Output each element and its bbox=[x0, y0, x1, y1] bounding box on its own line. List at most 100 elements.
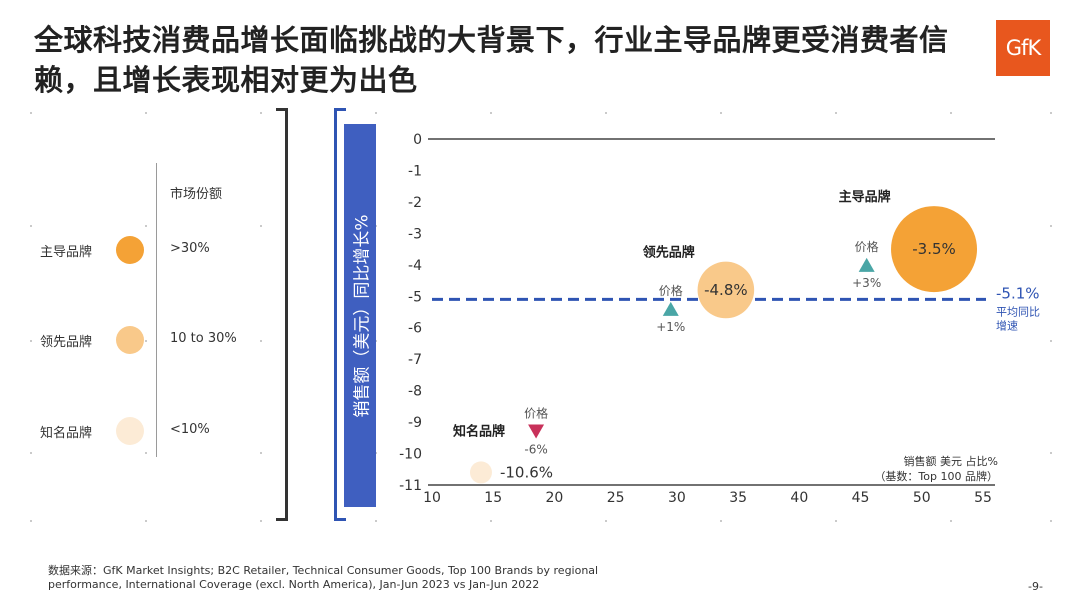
x-tick-label: 55 bbox=[974, 490, 992, 506]
legend-swatch bbox=[116, 326, 144, 354]
grid-dot bbox=[30, 452, 32, 454]
grid-dot bbox=[145, 452, 147, 454]
grid-dot bbox=[835, 112, 837, 114]
x-tick-label: 10 bbox=[423, 490, 441, 506]
x-tick-label: 35 bbox=[729, 490, 747, 506]
slide-title: 全球科技消费品增长面临挑战的大背景下，行业主导品牌更受消费者信赖，且增长表现相对… bbox=[34, 23, 949, 97]
group-name-label: 主导品牌 bbox=[839, 189, 891, 205]
grid-dot bbox=[30, 340, 32, 342]
grid-dot bbox=[145, 340, 147, 342]
gfk-logo: GfK bbox=[996, 20, 1050, 76]
grid-dot bbox=[260, 112, 262, 114]
grid-dot bbox=[375, 452, 377, 454]
legend-row-leading: 领先品牌 10 to 30% bbox=[0, 325, 260, 355]
grid-dot bbox=[490, 520, 492, 522]
group-name-label: 知名品牌 bbox=[453, 423, 505, 439]
legend-share: >30% bbox=[170, 241, 210, 256]
grid-dot bbox=[375, 225, 377, 227]
grid-dot bbox=[145, 225, 147, 227]
x-tick-label: 50 bbox=[913, 490, 931, 506]
y-tick-label: -7 bbox=[408, 352, 422, 368]
grid-dot bbox=[260, 340, 262, 342]
bubble-0 bbox=[891, 206, 978, 293]
y-tick-label: -4 bbox=[408, 258, 422, 274]
legend-swatch bbox=[116, 236, 144, 264]
x-tick-label: 45 bbox=[852, 490, 870, 506]
grid-dot bbox=[1050, 340, 1052, 342]
grid-dot bbox=[145, 520, 147, 522]
grid-dot bbox=[605, 112, 607, 114]
grid-dot bbox=[145, 112, 147, 114]
grid-dot bbox=[30, 225, 32, 227]
price-triangle-up bbox=[662, 301, 679, 316]
legend-name: 知名品牌 bbox=[40, 426, 93, 441]
legend-row-dominant: 主导品牌 >30% bbox=[0, 235, 260, 265]
x-tick-label: 40 bbox=[790, 490, 808, 506]
legend-swatch bbox=[116, 417, 144, 445]
legend-heading: 市场份额 bbox=[170, 187, 223, 202]
grid-dot bbox=[1050, 452, 1052, 454]
grid-dot bbox=[375, 340, 377, 342]
grid-dot bbox=[950, 520, 952, 522]
grid-dot bbox=[720, 112, 722, 114]
legend-bracket bbox=[276, 108, 288, 521]
grid-dot bbox=[260, 452, 262, 454]
y-tick-label: -9 bbox=[408, 415, 422, 431]
grid-dot bbox=[375, 112, 377, 114]
grid-dot bbox=[375, 520, 377, 522]
data-source: 数据来源：GfK Market Insights; B2C Retailer, … bbox=[48, 564, 599, 591]
bubble-value-label: -3.5% bbox=[912, 240, 956, 258]
y-tick-label: -11 bbox=[399, 478, 422, 494]
price-change-label: +1% bbox=[656, 320, 685, 334]
x-tick-label: 30 bbox=[668, 490, 686, 506]
grid-dot bbox=[30, 112, 32, 114]
y-tick-label: -3 bbox=[408, 226, 422, 242]
bubble-2 bbox=[469, 461, 492, 484]
grid-dot bbox=[1050, 225, 1052, 227]
bubble-value-label: -10.6% bbox=[500, 463, 553, 481]
average-label: -5.1% bbox=[996, 284, 1040, 302]
legend-share: <10% bbox=[170, 422, 210, 437]
x-tick-label: 25 bbox=[607, 490, 625, 506]
size-note-line-1: 销售额 美元 占比% bbox=[903, 455, 998, 468]
price-label: 价格 bbox=[659, 283, 683, 298]
grid-dot bbox=[605, 520, 607, 522]
price-label: 价格 bbox=[855, 239, 879, 254]
price-change-label: -6% bbox=[524, 443, 547, 457]
price-label: 价格 bbox=[524, 406, 548, 421]
grid-dot bbox=[490, 112, 492, 114]
size-note-line-2: （基数：Top 100 品牌） bbox=[874, 470, 998, 483]
x-tick-label: 15 bbox=[484, 490, 502, 506]
grid-dot bbox=[260, 520, 262, 522]
legend-name: 领先品牌 bbox=[40, 335, 93, 350]
y-axis-title-bar: 销售额（美元）同比增长% bbox=[344, 124, 376, 507]
x-tick-label: 20 bbox=[546, 490, 564, 506]
y-tick-label: -2 bbox=[408, 195, 422, 211]
grid-dot bbox=[1050, 520, 1052, 522]
grid-dot bbox=[260, 225, 262, 227]
legend-row-known: 知名品牌 <10% bbox=[0, 416, 260, 446]
price-triangle-down bbox=[528, 424, 545, 439]
bubble-value-label: -4.8% bbox=[704, 281, 748, 299]
legend-name: 主导品牌 bbox=[40, 245, 93, 260]
y-tick-label: -1 bbox=[408, 163, 422, 179]
chart-bracket bbox=[334, 108, 346, 521]
size-note: 销售额 美元 占比% （基数：Top 100 品牌） bbox=[874, 454, 998, 484]
legend-divider bbox=[156, 163, 157, 457]
grid-dot bbox=[835, 520, 837, 522]
y-tick-label: -8 bbox=[408, 384, 422, 400]
grid-dot bbox=[720, 520, 722, 522]
y-tick-label: -5 bbox=[408, 289, 422, 305]
grid-dot bbox=[1050, 112, 1052, 114]
y-tick-label: 0 bbox=[413, 132, 422, 148]
price-change-label: +3% bbox=[852, 276, 881, 290]
y-tick-label: -6 bbox=[408, 321, 422, 337]
page-number: -9- bbox=[1028, 580, 1043, 593]
price-triangle-up bbox=[858, 257, 875, 272]
grid-dot bbox=[950, 112, 952, 114]
average-sublabel-2: 增速 bbox=[996, 318, 1018, 332]
average-sublabel-1: 平均同比 bbox=[996, 305, 1040, 318]
bubble-1 bbox=[697, 261, 755, 319]
grid-dot bbox=[30, 520, 32, 522]
